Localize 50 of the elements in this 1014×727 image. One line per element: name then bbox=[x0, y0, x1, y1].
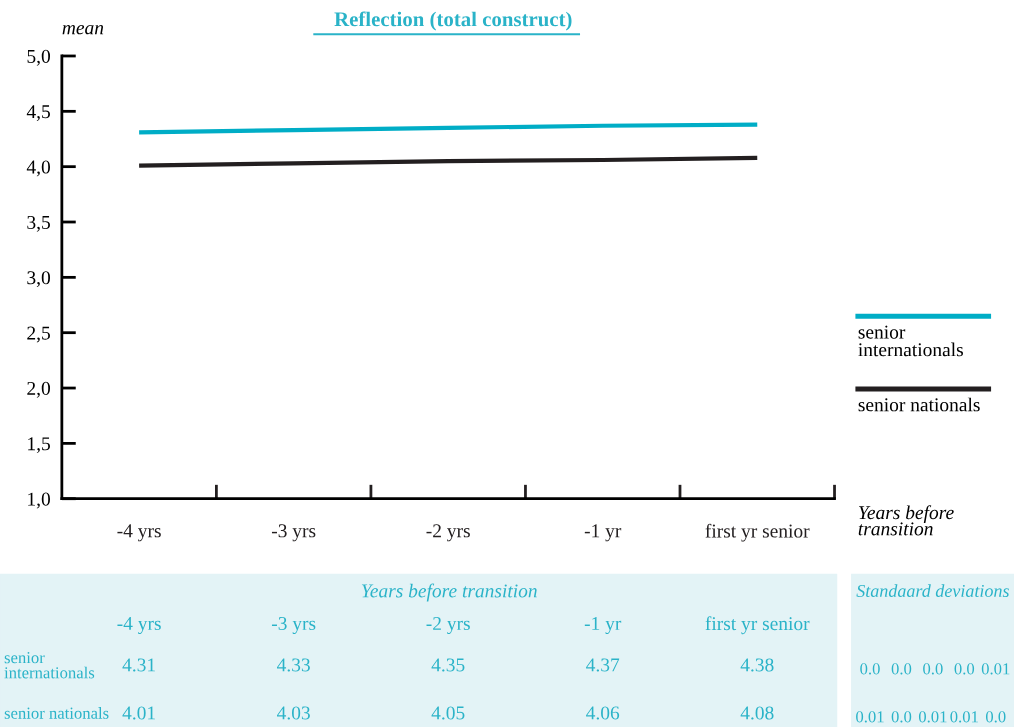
data-label: 4.35 bbox=[431, 658, 465, 672]
y-tick-label: 5,0 bbox=[27, 49, 50, 66]
category-label: -3 yrs bbox=[271, 616, 316, 635]
category-label: -4 yrs bbox=[117, 617, 161, 635]
line-series bbox=[137, 155, 760, 168]
text: 0.0 bbox=[985, 711, 1006, 723]
data-label: 4.08 bbox=[740, 706, 774, 720]
data-label: 4.03 bbox=[277, 706, 310, 720]
text: 0.0 bbox=[923, 663, 943, 675]
y-tick-label: 2,5 bbox=[27, 326, 50, 343]
y-tick-label: 4,0 bbox=[26, 160, 50, 177]
text: 0.0 bbox=[891, 711, 912, 723]
data-label: 4.31 bbox=[122, 658, 155, 672]
y-axis-title: mean bbox=[62, 24, 104, 35]
text: senior internationals bbox=[858, 325, 963, 357]
chart-title: Reflection (total construct) bbox=[334, 11, 572, 31]
data-label: 4.01 bbox=[122, 706, 155, 720]
category-label: -2 yrs bbox=[426, 616, 470, 635]
text: Standaard deviations bbox=[856, 584, 1009, 598]
text: 0.0 bbox=[954, 663, 975, 675]
x-tick-label: -1 yr bbox=[584, 524, 622, 542]
line-series bbox=[137, 122, 760, 135]
category-label: first yr senior bbox=[705, 616, 810, 635]
x-tick-label: -3 yrs bbox=[271, 524, 316, 542]
y-tick-label: 3,5 bbox=[27, 215, 50, 232]
data-label: 4.38 bbox=[740, 658, 774, 672]
y-tick-label: 3,0 bbox=[27, 271, 50, 288]
data-label: 4.37 bbox=[586, 658, 620, 672]
text: 0.0 bbox=[891, 663, 912, 675]
data-label: 4.33 bbox=[277, 658, 310, 672]
text: senior internationals bbox=[4, 652, 95, 679]
text: Years before transition bbox=[361, 583, 537, 602]
data-label: 4.06 bbox=[586, 706, 620, 720]
data-label: 4.05 bbox=[431, 706, 465, 720]
text: senior nationals bbox=[858, 397, 980, 412]
y-tick-label: 1,5 bbox=[28, 437, 50, 454]
text: 0.01 bbox=[918, 711, 947, 723]
x-tick-label: -4 yrs bbox=[117, 524, 161, 542]
y-tick-label: 4,5 bbox=[26, 105, 50, 122]
text: 0.0 bbox=[860, 663, 880, 675]
x-axis-title: Years before transition bbox=[858, 505, 954, 536]
text: senior nationals bbox=[4, 707, 109, 719]
x-tick-label: first yr senior bbox=[705, 523, 810, 542]
y-tick-label: 2,0 bbox=[27, 381, 50, 398]
text: 0.01 bbox=[981, 663, 1010, 675]
text: 0.01 bbox=[950, 711, 978, 723]
text: 0.01 bbox=[856, 711, 884, 723]
y-tick-label: 1,0 bbox=[28, 492, 50, 509]
category-label: -1 yr bbox=[584, 617, 622, 635]
x-tick-label: -2 yrs bbox=[426, 524, 470, 542]
